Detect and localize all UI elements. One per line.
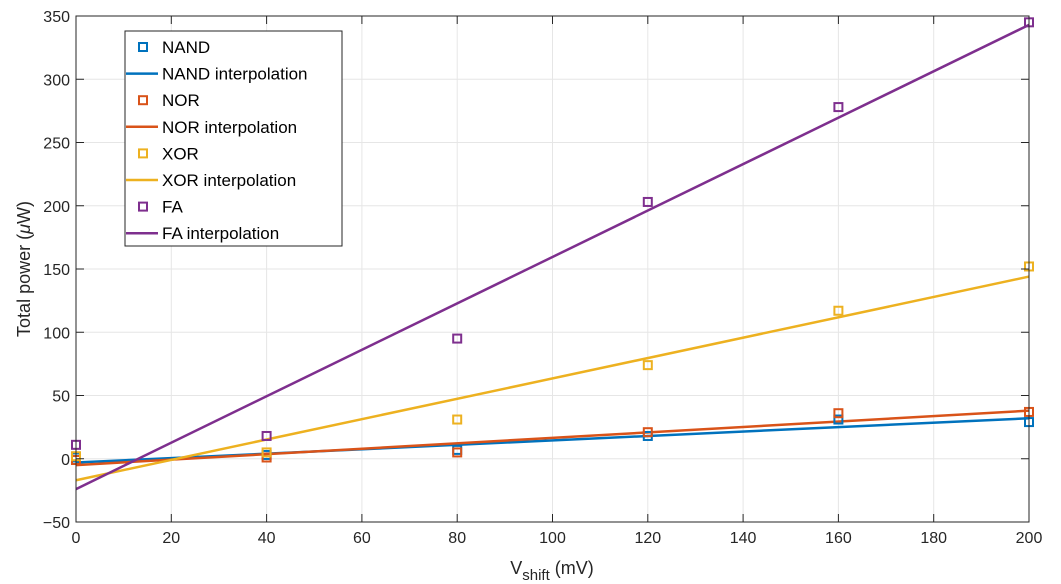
data-point — [833, 408, 844, 419]
legend-label: XOR interpolation — [162, 171, 296, 190]
y-axis-title-main: Total power ( — [14, 234, 34, 337]
interpolation-line — [75, 23, 1030, 491]
y-axis-title-mu: μ — [14, 224, 34, 235]
y-tick-label: 50 — [52, 389, 70, 406]
legend-marker — [138, 95, 148, 106]
x-tick-label: 140 — [730, 530, 757, 547]
legend-marker — [138, 148, 148, 159]
data-point — [452, 414, 463, 425]
legend-label: NOR — [162, 91, 200, 110]
data-point — [261, 452, 272, 463]
y-tick-label: 350 — [43, 9, 70, 26]
x-tick-label: 0 — [72, 530, 81, 547]
x-tick-label: 180 — [920, 530, 947, 547]
data-point — [833, 305, 844, 316]
x-tick-label: 20 — [162, 530, 180, 547]
data-point — [261, 447, 272, 458]
x-tick-label: 80 — [448, 530, 466, 547]
legend-marker — [138, 42, 148, 52]
x-tick-label: 100 — [539, 530, 566, 547]
ticks — [75, 15, 1030, 523]
legend-marker — [138, 201, 148, 212]
data-point — [642, 360, 653, 371]
legend-label: NAND interpolation — [162, 65, 308, 84]
y-tick-label: 300 — [43, 72, 70, 89]
interpolation-line — [75, 275, 1030, 482]
x-tick-label: 200 — [1016, 530, 1043, 547]
y-tick-label: −50 — [43, 515, 70, 532]
legend: NAND NAND interpolation NOR NOR interpolati… — [124, 30, 343, 247]
x-tick-label: 60 — [353, 530, 371, 547]
y-axis-title-unit: W) — [14, 201, 34, 224]
grid — [76, 16, 1029, 522]
x-tick-label: 160 — [825, 530, 852, 547]
data-point — [642, 196, 653, 207]
data-point — [261, 430, 272, 441]
y-tick-label: 200 — [43, 199, 70, 216]
data-point — [452, 447, 463, 458]
interpolation-lines — [75, 23, 1030, 491]
y-tick-label: 0 — [61, 452, 70, 469]
interpolation-line — [75, 409, 1030, 467]
x-axis-title-main: V — [510, 558, 522, 578]
data-point — [833, 102, 844, 113]
legend-label: NAND — [162, 38, 210, 57]
y-tick-label: 100 — [43, 325, 70, 342]
x-axis-title-subscript: shift — [522, 567, 550, 584]
data-point — [642, 427, 653, 438]
x-axis-title-unit: (mV) — [550, 558, 594, 578]
legend-label: XOR — [162, 144, 199, 163]
x-tick-label: 40 — [258, 530, 276, 547]
y-tick-label: 150 — [43, 262, 70, 279]
legend-label: NOR interpolation — [162, 118, 297, 137]
legend-label: FA — [162, 198, 183, 217]
data-point — [833, 414, 844, 425]
y-tick-label: 250 — [43, 136, 70, 153]
tick-labels: 0 20 40 60 80 100 120 140 160 180 200−500501001502… — [43, 9, 1043, 547]
data-point — [452, 333, 463, 344]
x-tick-label: 120 — [634, 530, 661, 547]
legend-box — [124, 30, 343, 247]
x-axis-title: Vshift (mV) — [510, 558, 594, 584]
legend-label: FA interpolation — [162, 224, 279, 243]
y-axis-title: Total power (μW) — [14, 201, 34, 337]
